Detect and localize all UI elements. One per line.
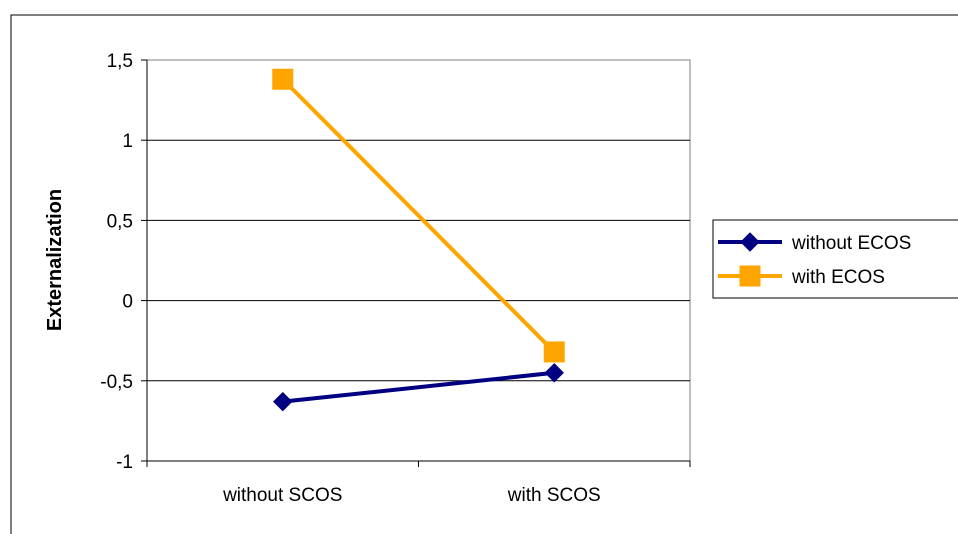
data-point-0-1: [544, 363, 564, 383]
axes: [141, 59, 691, 467]
y-tick-label: -1: [116, 452, 133, 473]
series-line-1: [281, 77, 556, 354]
legend: without ECOS with ECOS: [712, 219, 958, 299]
data-point-1-0: [272, 68, 294, 90]
legend-label: with ECOS: [791, 267, 885, 288]
series-line-0: [282, 370, 555, 404]
legend-marker-1: [739, 265, 761, 287]
y-tick-label: 0,5: [107, 211, 133, 232]
y-tick-labels: 1,5 1 0,5 0 -0,5 -1: [100, 51, 133, 473]
y-tick-label: -0,5: [100, 372, 133, 393]
y-axis-title: Externalization: [44, 189, 66, 331]
plot-area: [146, 59, 691, 462]
legend-items: without ECOS with ECOS: [718, 232, 911, 288]
legend-label: without ECOS: [791, 233, 911, 254]
legend-marker-0: [740, 232, 760, 252]
series-0: [273, 363, 564, 412]
x-tick-labels: without SCOS with SCOS: [222, 485, 601, 506]
data-point-0-0: [273, 391, 293, 412]
series-layer: [272, 68, 565, 412]
series-1: [272, 68, 565, 363]
gridlines: [147, 139, 690, 382]
y-tick-label: 1,5: [107, 51, 133, 72]
y-tick-label: 0: [122, 292, 133, 313]
y-tick-label: 1: [122, 131, 133, 152]
x-tick-label: without SCOS: [222, 485, 342, 506]
x-tick-label: with SCOS: [507, 485, 601, 506]
data-point-1-1: [543, 341, 565, 363]
